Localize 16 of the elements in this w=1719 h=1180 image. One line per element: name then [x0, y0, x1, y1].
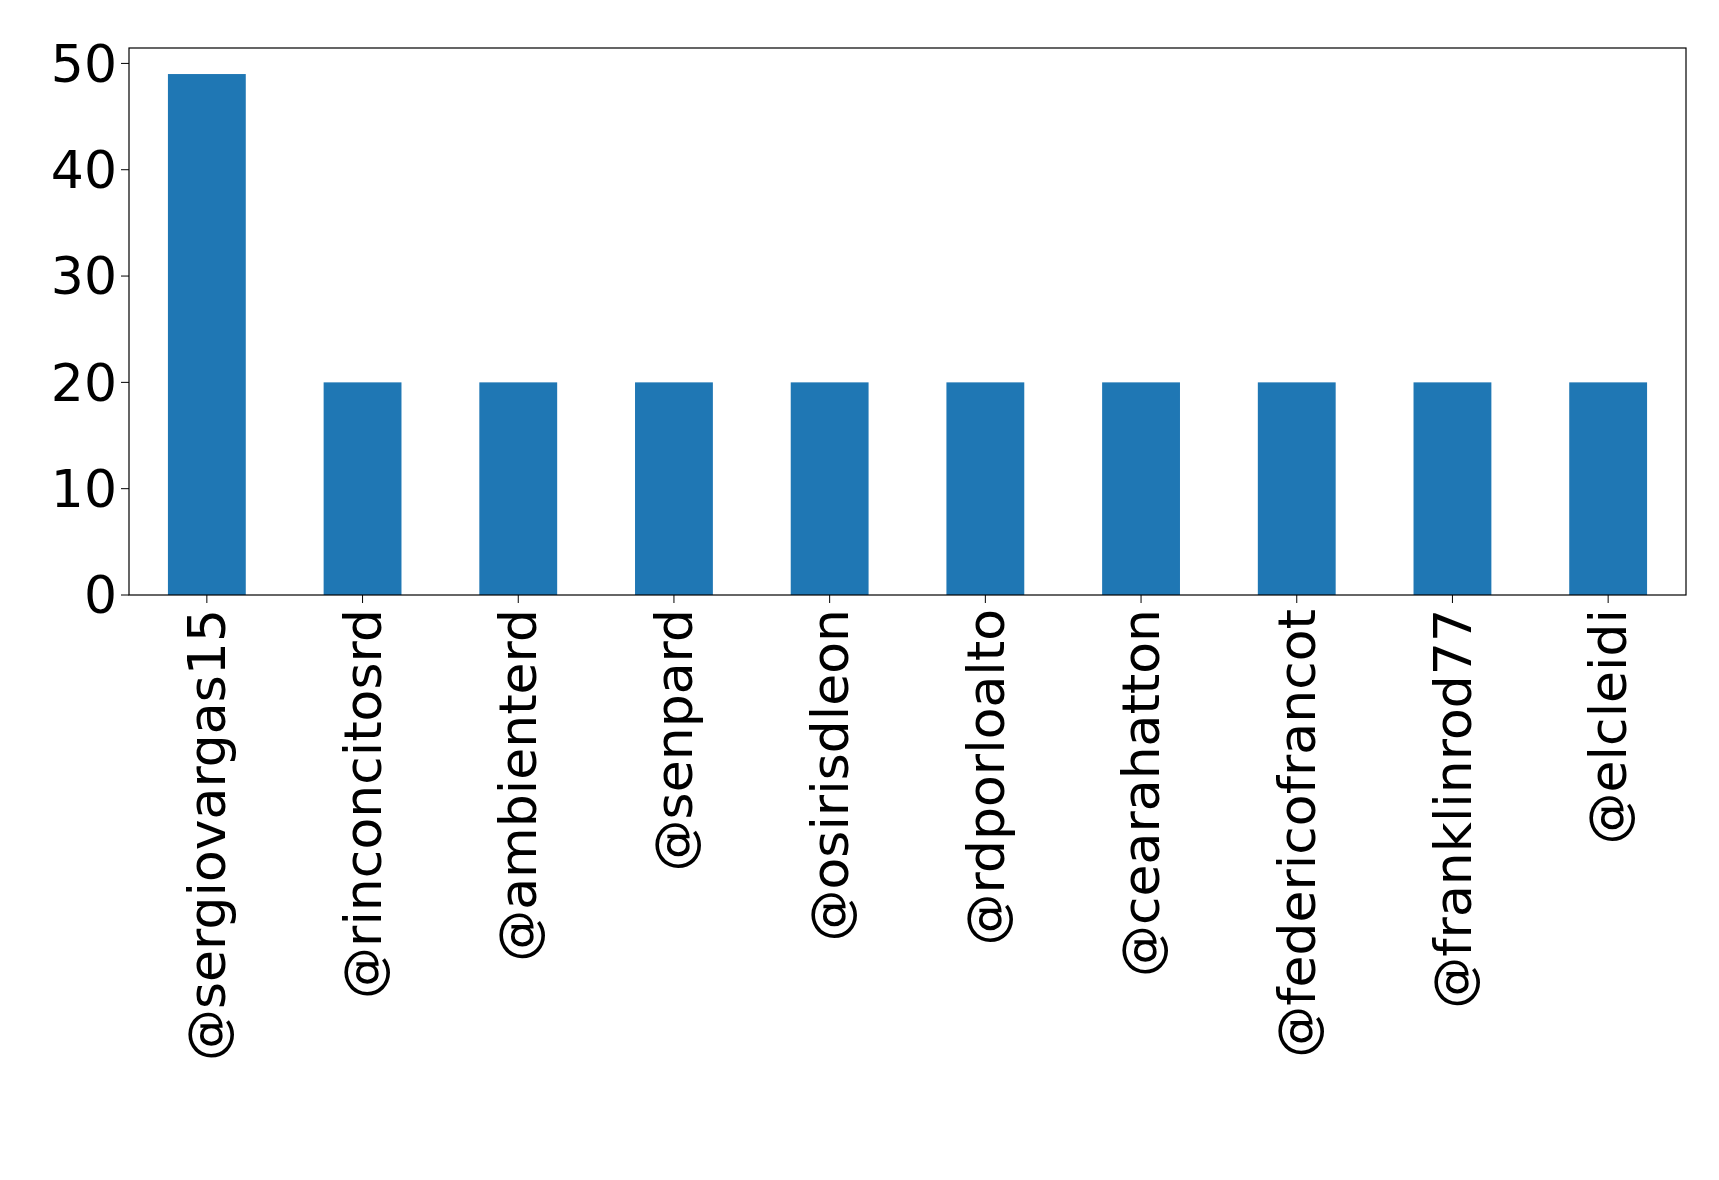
- x-tick-label: @rdporloalto: [955, 609, 1016, 946]
- x-tick-label: @ambienterd: [488, 609, 549, 962]
- x-tick-label: @elcleidi: [1578, 609, 1639, 845]
- x-tick-label: @franklinrod77: [1422, 609, 1483, 1009]
- x-tick-label: @federicofrancot: [1266, 609, 1327, 1058]
- y-tick-label: 0: [83, 565, 117, 626]
- x-tick-label: @cearahatton: [1111, 609, 1172, 978]
- y-tick-label: 50: [50, 33, 117, 94]
- y-tick-label: 30: [50, 246, 117, 307]
- y-tick-label: 40: [50, 139, 117, 200]
- y-tick-label: 20: [50, 352, 117, 413]
- x-tick-label: @senpard: [644, 609, 705, 872]
- y-tick-label: 10: [50, 458, 117, 519]
- x-tick-label: @rinconcitosrd: [332, 609, 393, 999]
- x-tick-label: @osirisdleon: [799, 609, 860, 942]
- x-tick-label: @sergiovargas15: [177, 609, 238, 1062]
